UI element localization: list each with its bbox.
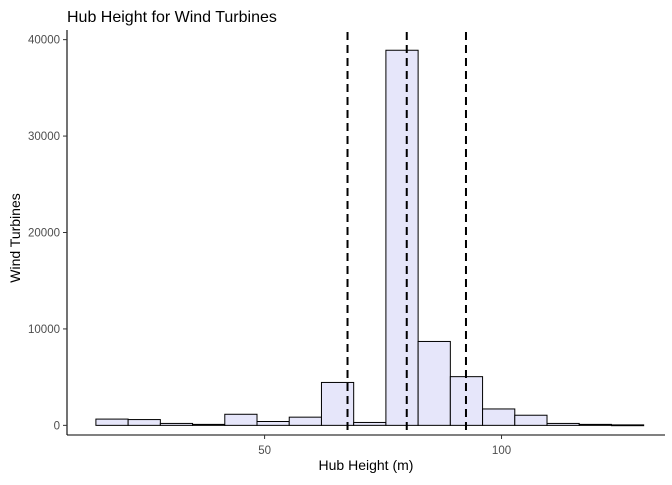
x-tick-label: 50 [258, 445, 271, 457]
histogram-bar-13 [482, 408, 516, 426]
y-tick-label: 40000 [28, 35, 60, 47]
chart-title: Hub Height for Wind Turbines [67, 9, 277, 26]
histogram-bar-5 [224, 413, 258, 426]
histogram-bar-7 [288, 416, 322, 426]
y-tick-label: 30000 [28, 131, 60, 143]
histogram-bar-9 [353, 421, 387, 426]
histogram-bar-4 [192, 423, 226, 426]
x-tick-label: 100 [492, 445, 511, 457]
histogram-bar-15 [546, 422, 580, 426]
histogram-bar-17 [610, 424, 645, 427]
histogram-bar-10 [385, 49, 419, 426]
histogram-bar-2 [127, 419, 161, 426]
histogram-bar-6 [256, 421, 290, 426]
y-axis-title: Wind Turbines [7, 193, 23, 282]
ticks-layer: 0 10000 20000 30000 40000 50 100 [28, 35, 511, 457]
histogram-bar-3 [159, 422, 194, 426]
histogram-bar-14 [514, 414, 548, 426]
histogram-bar-8 [320, 381, 355, 426]
reference-lines-layer [346, 32, 467, 435]
y-tick-label: 20000 [28, 228, 60, 240]
y-tick-label: 0 [54, 420, 60, 432]
histogram-bar-1 [95, 418, 129, 426]
histogram-bar-16 [578, 423, 612, 426]
histogram-bar-11 [417, 340, 451, 426]
y-tick-label: 10000 [28, 324, 60, 336]
x-axis-title: Hub Height (m) [319, 457, 414, 473]
